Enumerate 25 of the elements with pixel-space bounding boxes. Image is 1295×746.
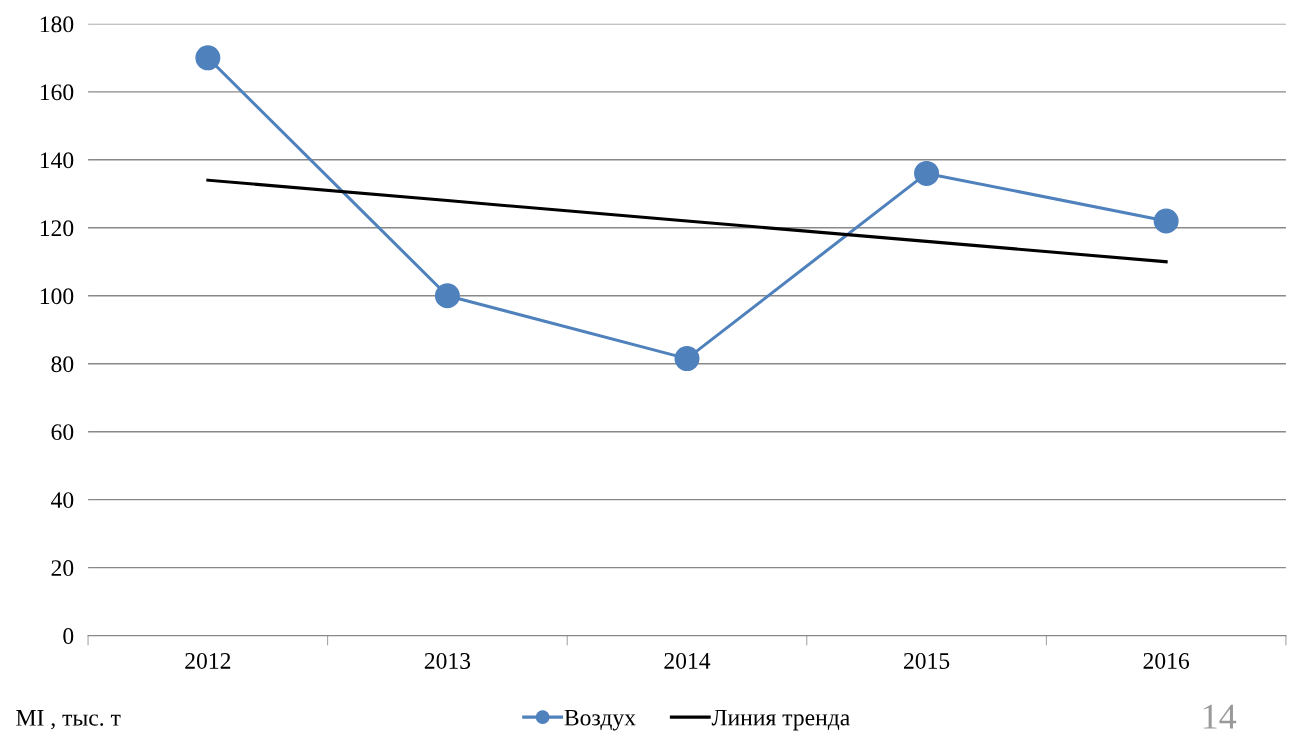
y-tick-label: 160 xyxy=(40,84,74,101)
x-tick-label: 2015 xyxy=(904,652,950,669)
point xyxy=(914,160,940,186)
y-tick-label: 60 xyxy=(51,424,74,441)
y-tick-label: 120 xyxy=(40,220,74,237)
y-tick-label: 40 xyxy=(51,492,74,509)
point xyxy=(195,45,221,71)
legend-label: Линия тренда xyxy=(711,709,850,731)
x-tick-label: 2012 xyxy=(185,652,231,669)
point xyxy=(434,283,460,309)
legend-label: Воздух xyxy=(564,709,636,731)
y-tick-label: 0 xyxy=(63,628,74,645)
line-series xyxy=(206,178,1168,264)
x-tick-label: 2016 xyxy=(1143,652,1190,669)
x-tick-label: 2014 xyxy=(664,652,711,669)
y-tick-label: 80 xyxy=(51,356,74,373)
x-tick-label: 2013 xyxy=(424,652,471,669)
y-tick-label: 100 xyxy=(40,288,74,305)
y-tick-label: 20 xyxy=(51,560,74,577)
point xyxy=(1153,208,1179,234)
y-tick-label: 180 xyxy=(40,16,74,33)
text: 14 xyxy=(1203,704,1237,729)
text: MI , тыс. т xyxy=(16,710,121,730)
point xyxy=(674,346,700,372)
y-tick-label: 140 xyxy=(40,152,74,169)
